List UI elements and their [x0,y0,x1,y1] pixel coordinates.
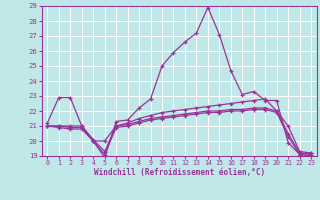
X-axis label: Windchill (Refroidissement éolien,°C): Windchill (Refroidissement éolien,°C) [94,168,265,177]
